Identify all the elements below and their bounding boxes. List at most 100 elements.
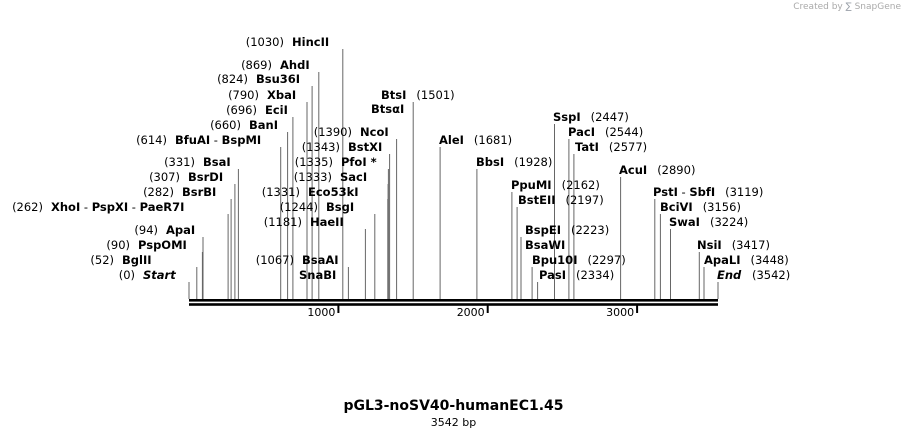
site-alei: (1681) AleI (439, 133, 512, 147)
site-name-bsteii: BstEII (518, 193, 556, 207)
scale-tick-label-3000: 3000 (606, 306, 634, 319)
site-position-saci: (1333) (294, 170, 332, 184)
site-position-pasi: (2334) (576, 268, 614, 282)
site-name-tati: TatI (575, 140, 599, 154)
site-position-pfoi: (1335) (295, 155, 333, 169)
site-name-start: Start (143, 268, 176, 282)
site-position-psti-sbfi: (3119) (725, 185, 763, 199)
site-name-bsrdi: BsrDI (188, 170, 223, 184)
site-position-haeii: (1181) (264, 215, 302, 229)
site-position-bsrbi: (282) (143, 185, 174, 199)
site-pasi: (2334) PasI (539, 268, 614, 282)
site-bani: (660) BanI (210, 118, 278, 132)
site-position-sspi: (2447) (591, 110, 629, 124)
site-sspi: (2447) SspI (553, 110, 629, 124)
site-name-eco53ki: Eco53kI (308, 185, 359, 199)
site-position-end: (3542) (752, 268, 790, 282)
site-name-start: Start (143, 268, 176, 282)
site-name-bglii: BglII (122, 253, 152, 267)
site-name-tati: TatI (575, 140, 599, 154)
site-position-acui: (2890) (657, 163, 695, 177)
site-name-bsu36i: Bsu36I (256, 72, 300, 86)
site-ecii: (696) EciI (226, 103, 288, 117)
site-name-swai: SwaI (669, 215, 700, 229)
site-position-ecii: (696) (226, 103, 257, 117)
site-position-pspomi: (90) (106, 238, 130, 252)
site-name-alei: AleI (439, 133, 464, 147)
snapgene-logo-icon: ∑ (845, 2, 852, 12)
site-bsrdi: (307) BsrDI (149, 170, 223, 184)
site-position-bcivi: (3156) (703, 200, 741, 214)
site-name-bsai: BsaI (203, 155, 231, 169)
site-end: (3542) End (717, 268, 790, 282)
site-apai: (94) ApaI (134, 223, 195, 237)
site-apali: (3448) ApaLI (704, 253, 789, 267)
scale-tick-label-1000: 1000 (307, 306, 335, 319)
site-position-bsteii: (2197) (566, 193, 604, 207)
site-name-bsgi: BsgI (326, 200, 354, 214)
site-name-ahdi: AhdI (280, 58, 310, 72)
site-leader-lines (188, 49, 719, 299)
site-position-paci: (2544) (605, 125, 643, 139)
site-name-paer7i: PaeR7I (140, 200, 185, 214)
site-name-apali: ApaLI (704, 253, 741, 267)
site-eco53ki: (1331) Eco53kI (262, 185, 359, 199)
site-position-hincii: (1030) (246, 35, 284, 49)
site-position-ncoi: (1390) (314, 125, 352, 139)
site-bcivi: (3156) BciVI (660, 200, 741, 214)
map-title: pGL3-noSV40-humanEC1.45 (343, 398, 564, 414)
site-position-swai: (3224) (710, 215, 748, 229)
site-name-bbsi: BbsI (476, 155, 504, 169)
site-position-eco53ki: (1331) (262, 185, 300, 199)
site-xbai: (790) XbaI (228, 88, 296, 102)
site-ppumi: (2162) PpuMI (511, 178, 600, 192)
site-position-apai: (94) (134, 223, 158, 237)
site-name-saci: SacI (340, 170, 367, 184)
snapgene-credit: Created by ∑ SnapGene (793, 2, 901, 12)
site-position-nsii: (3417) (732, 238, 770, 252)
site-position-alei: (1681) (474, 133, 512, 147)
site-bstxi: (1343) BstXI (302, 140, 383, 154)
site-name-ppumi: PpuMI (511, 178, 552, 192)
site-position-bfuai-bspmi: (614) (136, 133, 167, 147)
site-name-bani: BanI (249, 118, 278, 132)
backbone-bar-top (189, 299, 718, 302)
site-name-hincii: HincII (292, 35, 329, 49)
site-psti-sbfi: (3119) PstI - SbfI (653, 185, 763, 199)
scale-ticks: 1000 2000 3000 (307, 305, 639, 319)
site-name-pasi: PasI (539, 268, 566, 282)
site-bsu36i: (824) Bsu36I (217, 72, 300, 86)
site-position-bstxi: (1343) (302, 140, 340, 154)
site-name-bsteii: BstEII (518, 193, 556, 207)
site-position-bbsi: (1928) (514, 155, 552, 169)
site-name-sspi: SspI (553, 110, 581, 124)
site-name-haeii: HaeII (310, 215, 344, 229)
site-name-swai: SwaI (669, 215, 700, 229)
site-pspomi: (90) PspOMI (106, 238, 186, 252)
site-name-psti-sbfi: PstI - SbfI (653, 185, 715, 199)
site-name-xhoi-pspxi-paer7i: XhoI - PspXI - PaeR7I (51, 200, 184, 214)
site-name-xhoi: XhoI (51, 200, 80, 214)
credit-brand: SnapGene (854, 2, 901, 12)
site-name-acui: AcuI (619, 163, 647, 177)
site-name-bspei: BspEI (525, 223, 561, 237)
site-name-pspomi: PspOMI (138, 238, 187, 252)
site-name-paci: PacI (568, 125, 595, 139)
site-name-btsi: BtsI (381, 88, 406, 102)
site-position-bspei-bsawi: (2223) (571, 223, 609, 237)
site-name-nsii: NsiI (697, 238, 722, 252)
site-name-pfoi: PfoI * (341, 155, 377, 169)
site-swai: (3224) SwaI (669, 215, 748, 229)
site-name-bcivi: BciVI (660, 200, 693, 214)
site-position-bsgi: (1244) (280, 200, 318, 214)
site-position-bsu36i: (824) (217, 72, 248, 86)
site-tati: (2577) TatI (575, 140, 647, 154)
site-saci: (1333) SacI (294, 170, 367, 184)
scale-tick-label-2000: 2000 (457, 306, 485, 319)
site-name-bglii: BglII (122, 253, 152, 267)
site-position-apali: (3448) (751, 253, 789, 267)
site-name-ecii: EciI (265, 103, 288, 117)
site-name-end: End (717, 268, 742, 282)
